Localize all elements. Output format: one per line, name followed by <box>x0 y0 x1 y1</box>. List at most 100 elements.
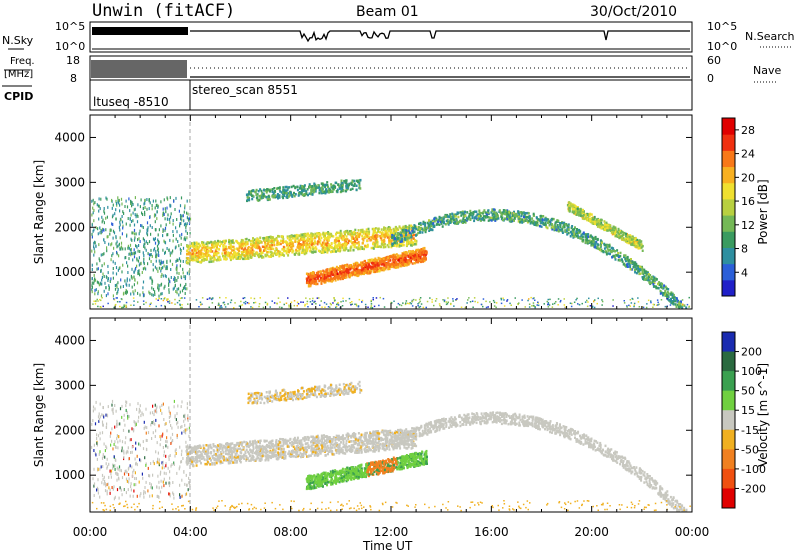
data-cell <box>614 258 617 261</box>
data-cell <box>319 278 322 281</box>
data-cell <box>335 272 338 275</box>
data-cell <box>611 231 614 234</box>
data-cell <box>166 233 168 237</box>
data-cell <box>249 250 252 253</box>
data-cell <box>269 255 272 258</box>
data-cell <box>132 290 134 294</box>
data-cell <box>380 238 383 241</box>
data-cell <box>306 303 308 305</box>
data-cell <box>321 276 324 279</box>
data-cell <box>116 291 118 295</box>
data-cell <box>651 281 654 284</box>
data-cell <box>112 252 114 256</box>
data-cell <box>413 251 416 254</box>
data-cell <box>242 248 245 251</box>
data-cell <box>147 252 149 256</box>
data-cell <box>445 219 448 223</box>
data-cell <box>571 225 574 228</box>
data-cell <box>95 244 97 248</box>
data-cell <box>409 259 412 262</box>
data-cell <box>314 274 317 278</box>
data-cell <box>219 244 221 248</box>
data-cell <box>273 243 276 247</box>
data-cell <box>179 222 181 226</box>
data-cell <box>493 216 496 219</box>
data-cell <box>384 231 387 235</box>
data-cell <box>323 271 326 274</box>
data-cell <box>137 259 140 263</box>
data-cell <box>361 242 364 245</box>
data-cell <box>312 190 315 194</box>
data-cell <box>336 188 339 191</box>
data-cell <box>520 213 523 216</box>
data-cell <box>306 300 309 303</box>
data-cell <box>119 220 121 224</box>
data-cell <box>350 182 353 185</box>
data-cell <box>619 235 622 239</box>
data-cell <box>422 222 425 226</box>
data-cell <box>422 220 425 224</box>
data-cell <box>158 284 160 288</box>
data-cell <box>184 236 186 240</box>
data-cell <box>507 215 510 219</box>
data-cell <box>247 246 250 249</box>
data-cell <box>392 242 394 245</box>
data-cell <box>472 213 475 216</box>
data-cell <box>679 304 682 308</box>
data-cell <box>616 254 618 257</box>
data-cell <box>113 298 116 301</box>
data-cell <box>256 193 259 196</box>
data-cell <box>195 258 198 261</box>
data-cell <box>168 302 171 304</box>
data-cell <box>590 241 593 244</box>
data-cell <box>281 235 284 238</box>
data-cell <box>361 271 363 274</box>
data-cell <box>416 256 419 259</box>
data-cell <box>345 184 348 188</box>
data-cell <box>610 250 612 253</box>
data-cell <box>392 254 395 257</box>
data-cell <box>227 251 230 255</box>
data-cell <box>331 184 334 188</box>
data-cell <box>206 245 209 249</box>
data-cell <box>125 222 127 226</box>
data-cell <box>292 184 295 188</box>
data-cell <box>416 252 419 256</box>
data-cell <box>339 276 342 280</box>
data-cell <box>332 184 335 187</box>
data-cell <box>313 237 316 240</box>
data-cell <box>672 295 675 299</box>
data-cell <box>585 238 588 242</box>
data-cell <box>410 225 413 229</box>
data-cell <box>379 230 381 234</box>
data-cell <box>138 256 140 260</box>
data-cell <box>375 240 378 244</box>
data-cell <box>351 241 354 245</box>
data-cell <box>352 237 355 240</box>
data-cell <box>352 268 355 271</box>
data-cell <box>182 260 184 263</box>
data-cell <box>239 245 242 248</box>
data-cell <box>296 249 299 253</box>
data-cell <box>445 303 448 306</box>
data-cell <box>139 250 141 253</box>
data-cell <box>390 230 393 234</box>
data-cell <box>647 273 650 276</box>
data-cell <box>274 196 277 199</box>
data-cell <box>328 271 331 275</box>
data-cell <box>184 275 187 279</box>
data-cell <box>350 231 353 234</box>
data-cell <box>438 217 441 221</box>
data-cell <box>151 226 153 229</box>
data-cell <box>306 281 309 284</box>
data-cell <box>91 263 93 267</box>
data-cell <box>126 261 128 265</box>
data-cell <box>509 211 512 215</box>
data-cell <box>308 283 311 286</box>
data-cell <box>94 288 96 292</box>
data-cell <box>631 243 634 246</box>
data-cell <box>129 248 131 252</box>
data-cell <box>520 214 523 218</box>
data-cell <box>345 245 347 248</box>
